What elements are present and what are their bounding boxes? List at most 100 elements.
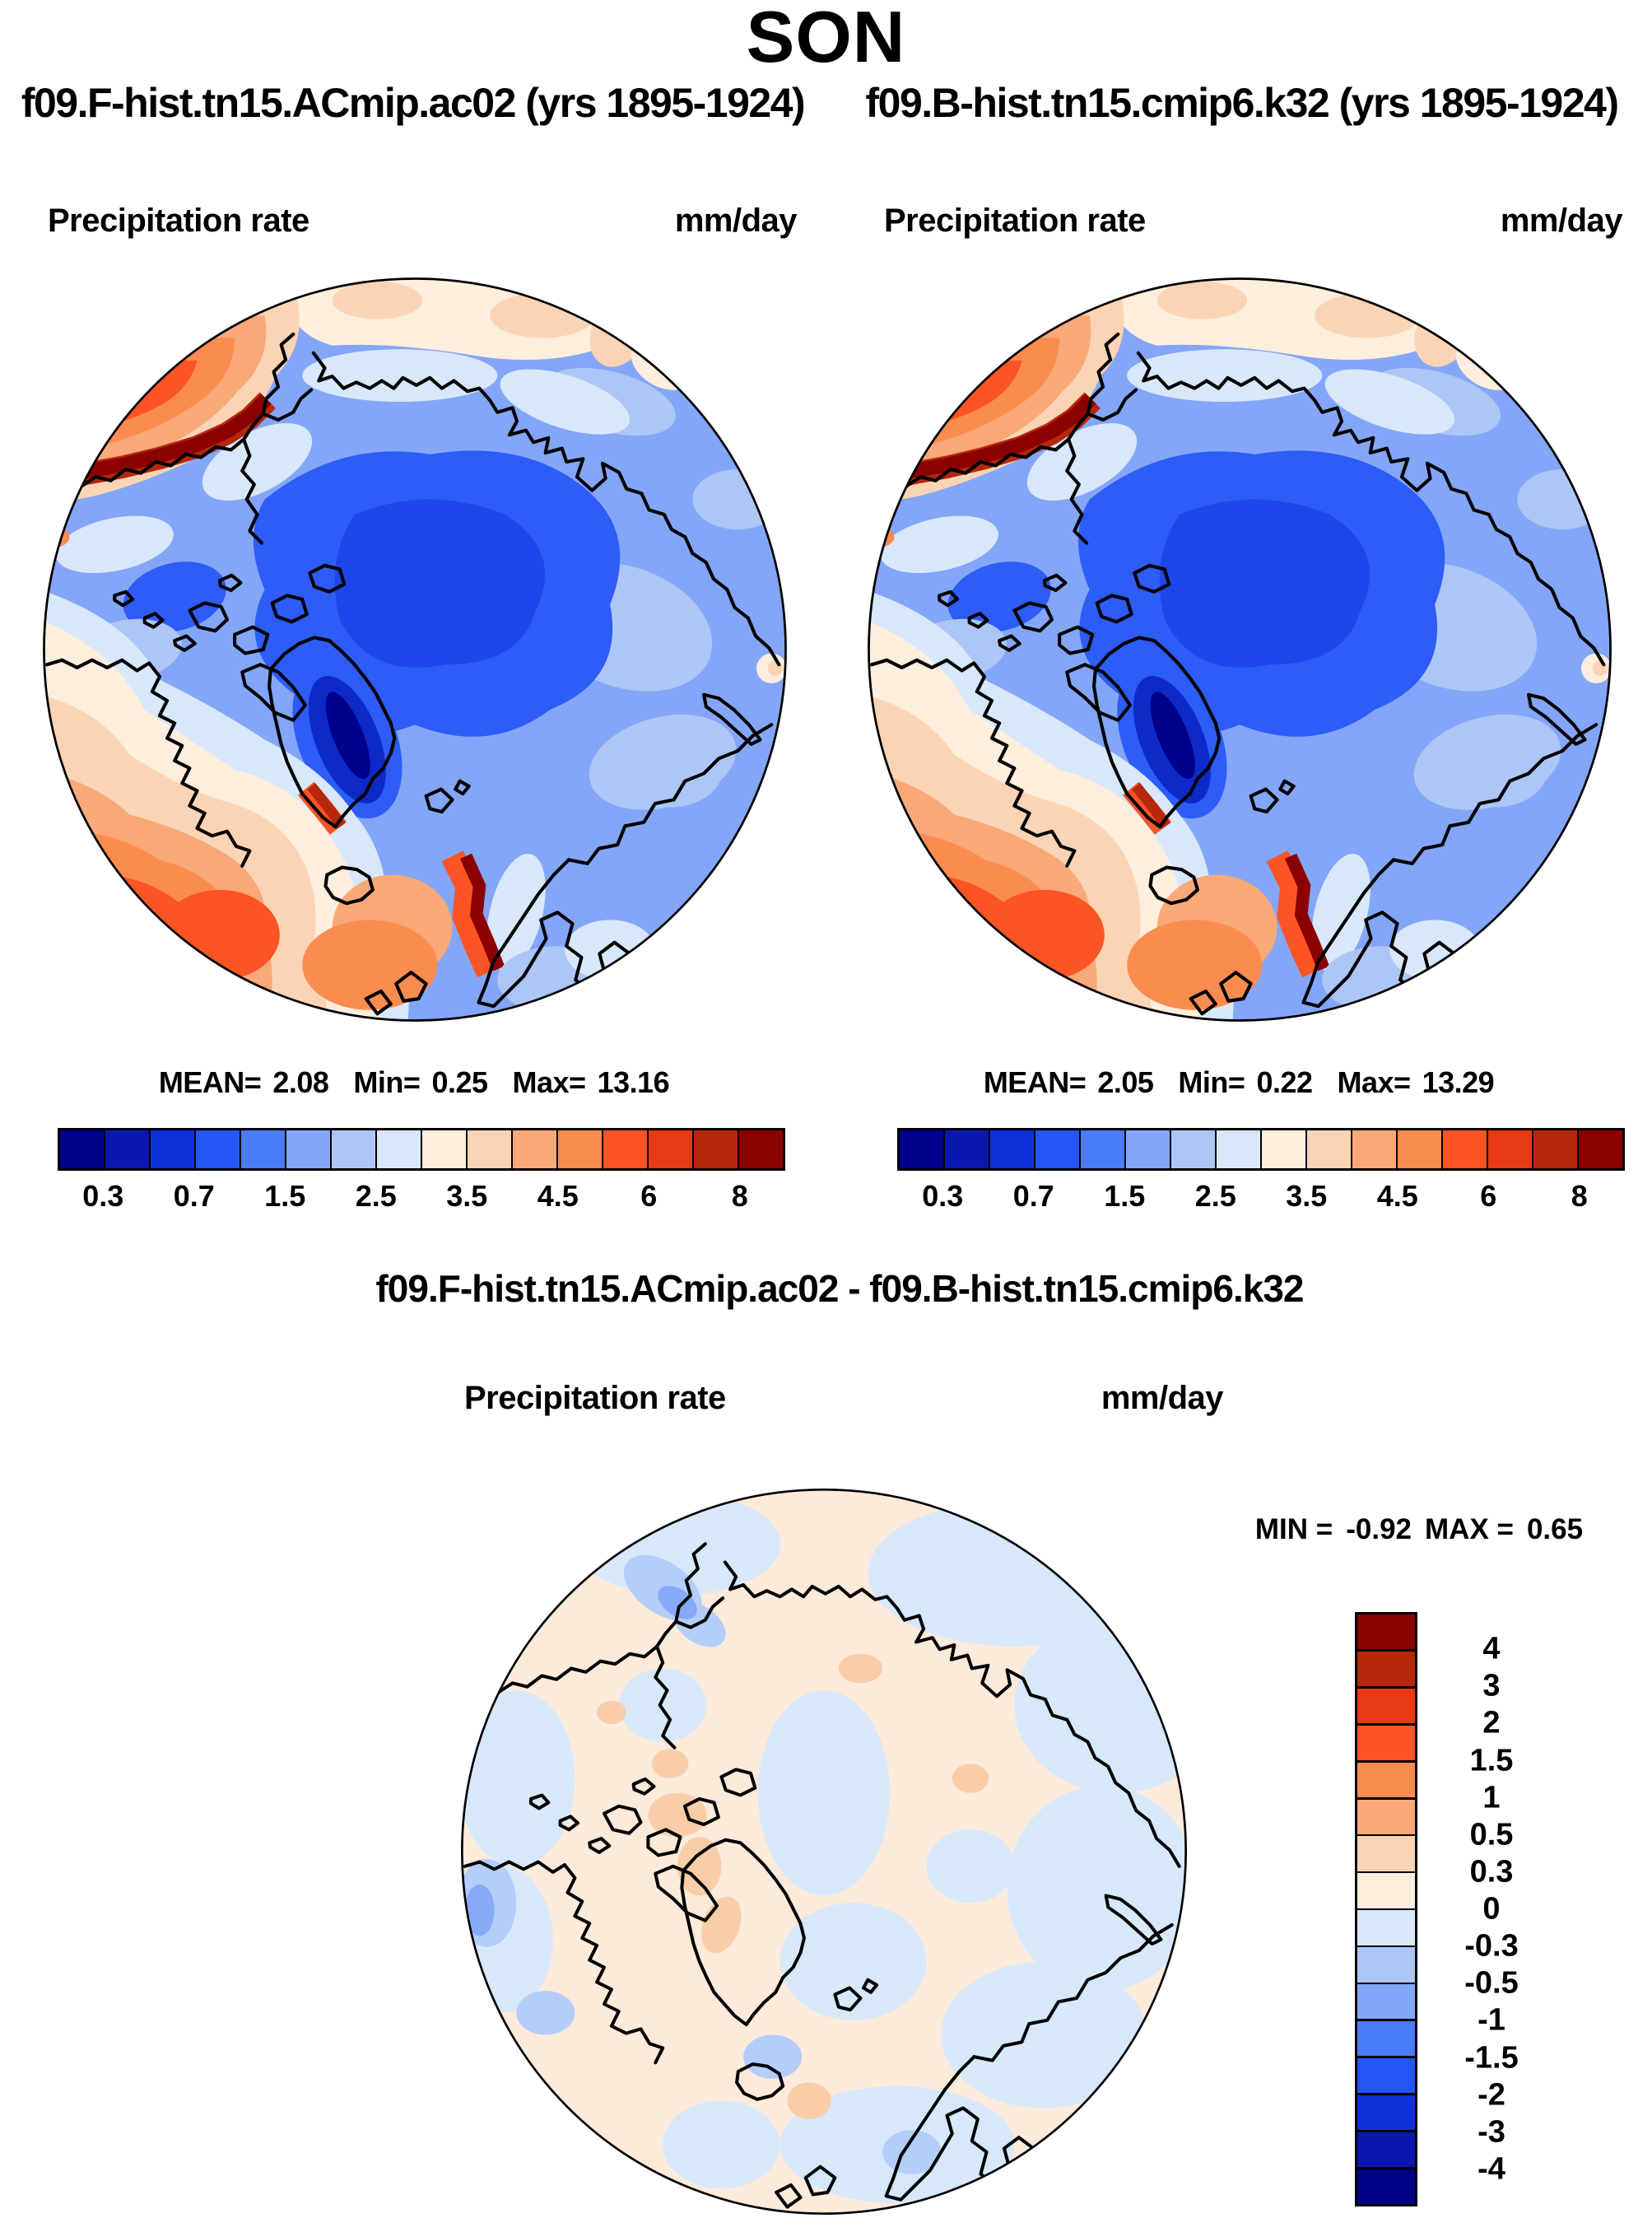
- colorbar-tick: 3.5: [446, 1179, 488, 1213]
- colorbar-segment: [1357, 2095, 1415, 2131]
- diff-max-value: 0.65: [1526, 1513, 1584, 1545]
- map-outline: [43, 277, 787, 1022]
- left-panel-subtitle: f09.F-hist.tn15.ACmip.ac02 (yrs 1895-192…: [21, 80, 806, 126]
- colorbar-segment: [1579, 1130, 1622, 1168]
- min-label: Min=: [1178, 1065, 1245, 1099]
- colorbar-segment: [1357, 1984, 1415, 2020]
- mean-label: MEAN=: [983, 1065, 1087, 1099]
- colorbar-segment: [286, 1130, 330, 1168]
- map-precip-left: [43, 277, 787, 1022]
- colorbar-tick: 4.5: [1376, 1179, 1418, 1213]
- difference-title: f09.F-hist.tn15.ACmip.ac02 - f09.B-hist.…: [375, 1267, 1304, 1310]
- colorbar-tick: 3: [1482, 1668, 1501, 1703]
- map-precip-right: [868, 277, 1612, 1022]
- diff-variable-label: Precipitation rate: [464, 1380, 726, 1416]
- colorbar-segment: [332, 1130, 375, 1168]
- colorbar-segment: [422, 1130, 466, 1168]
- colorbar-segment: [1357, 1910, 1415, 1945]
- colorbar-segment: [1533, 1130, 1577, 1168]
- colorbar-tick: 2.5: [1194, 1179, 1236, 1213]
- right-stats-line: MEAN= 2.05 Min= 0.22 Max= 13.29: [868, 1065, 1609, 1100]
- colorbar-tick: 0.7: [1012, 1179, 1054, 1213]
- colorbar-segment: [1171, 1130, 1215, 1168]
- max-label: Max=: [512, 1065, 587, 1099]
- colorbar-segment: [1126, 1130, 1170, 1168]
- colorbar-segment: [603, 1130, 647, 1168]
- diff-min-label: MIN =: [1254, 1513, 1333, 1545]
- map-outline: [868, 277, 1612, 1022]
- mean-label: MEAN=: [158, 1065, 262, 1099]
- colorbar-segment: [694, 1130, 738, 1168]
- left-colorbar: 0.3 0.7 1.5 2.5 3.5 4.5 6 8: [58, 1128, 785, 1219]
- left-colorbar-strip: [58, 1128, 785, 1171]
- colorbar-segment: [1398, 1130, 1441, 1168]
- colorbar-segment: [1035, 1130, 1079, 1168]
- colorbar-tick: -0.3: [1464, 1928, 1519, 1964]
- left-units-label: mm/day: [674, 203, 798, 239]
- colorbar-segment: [151, 1130, 194, 1168]
- colorbar-tick: 6: [1480, 1179, 1497, 1213]
- colorbar-tick: 4: [1482, 1631, 1501, 1666]
- colorbar-segment: [1217, 1130, 1260, 1168]
- colorbar-tick: -1: [1477, 2002, 1505, 2038]
- difference-panel-header: Precipitation rate mm/day: [464, 1380, 1224, 1417]
- colorbar-segment: [1357, 2169, 1415, 2204]
- colorbar-segment: [649, 1130, 692, 1168]
- colorbar-segment: [1357, 1725, 1415, 1761]
- colorbar-segment: [1357, 1873, 1415, 1908]
- colorbar-tick: 0.7: [173, 1179, 215, 1213]
- colorbar-segment: [60, 1130, 104, 1168]
- colorbar-segment: [1357, 1799, 1415, 1834]
- colorbar-segment: [196, 1130, 240, 1168]
- difference-colorbar-strip: [1355, 1612, 1417, 2206]
- colorbar-tick: 4.5: [537, 1179, 579, 1213]
- diff-max-label: MAX =: [1425, 1513, 1514, 1545]
- difference-minmax-line: MIN = -0.92 MAX = 0.65: [1200, 1513, 1638, 1546]
- map-outline: [461, 1489, 1187, 2215]
- max-label: Max=: [1337, 1065, 1412, 1099]
- colorbar-tick: -1.5: [1464, 2040, 1519, 2075]
- colorbar-segment: [739, 1130, 783, 1168]
- right-panel-subtitle: f09.B-hist.tn15.cmip6.k32 (yrs 1895-1924…: [865, 80, 1620, 126]
- colorbar-segment: [513, 1130, 556, 1168]
- colorbar-segment: [558, 1130, 602, 1168]
- left-stats-line: MEAN= 2.08 Min= 0.25 Max= 13.16: [44, 1065, 784, 1100]
- colorbar-segment: [1307, 1130, 1351, 1168]
- colorbar-segment: [1443, 1130, 1487, 1168]
- colorbar-tick: 0.3: [82, 1179, 124, 1213]
- colorbar-tick: 2: [1482, 1705, 1501, 1740]
- colorbar-segment: [1357, 2057, 1415, 2094]
- colorbar-tick: 8: [731, 1179, 748, 1213]
- colorbar-segment: [468, 1130, 511, 1168]
- min-value: 0.22: [1256, 1065, 1313, 1099]
- figure-title: SON: [746, 0, 906, 77]
- colorbar-segment: [1357, 1947, 1415, 1983]
- colorbar-tick: 1.5: [264, 1179, 306, 1213]
- colorbar-segment: [1357, 1762, 1415, 1798]
- colorbar-segment: [377, 1130, 421, 1168]
- colorbar-tick: 8: [1571, 1179, 1588, 1213]
- colorbar-tick: 0.5: [1469, 1817, 1514, 1852]
- min-label: Min=: [353, 1065, 421, 1099]
- colorbar-tick: -4: [1477, 2151, 1505, 2187]
- mean-value: 2.05: [1097, 1065, 1154, 1099]
- colorbar-tick: -3: [1477, 2114, 1505, 2150]
- colorbar-segment: [105, 1130, 149, 1168]
- colorbar-tick: 6: [640, 1179, 658, 1213]
- right-units-label: mm/day: [1500, 203, 1623, 239]
- map-difference: [461, 1489, 1187, 2215]
- colorbar-segment: [1262, 1130, 1305, 1168]
- right-colorbar-strip: [897, 1128, 1625, 1171]
- colorbar-tick: 0.3: [922, 1179, 964, 1213]
- colorbar-tick: 2.5: [355, 1179, 397, 1213]
- max-value: 13.29: [1422, 1065, 1495, 1099]
- colorbar-tick: 3.5: [1286, 1179, 1328, 1213]
- colorbar-segment: [1357, 1836, 1415, 1871]
- difference-colorbar: 4 3 2 1.5 1 0.5 0.3 0 -0.3 -0.5 -1 -1.5 …: [1355, 1612, 1569, 2206]
- max-value: 13.16: [597, 1065, 670, 1099]
- diff-units-label: mm/day: [1101, 1380, 1224, 1416]
- right-variable-label: Precipitation rate: [884, 203, 1146, 239]
- colorbar-segment: [990, 1130, 1034, 1168]
- colorbar-segment: [1357, 1651, 1415, 1687]
